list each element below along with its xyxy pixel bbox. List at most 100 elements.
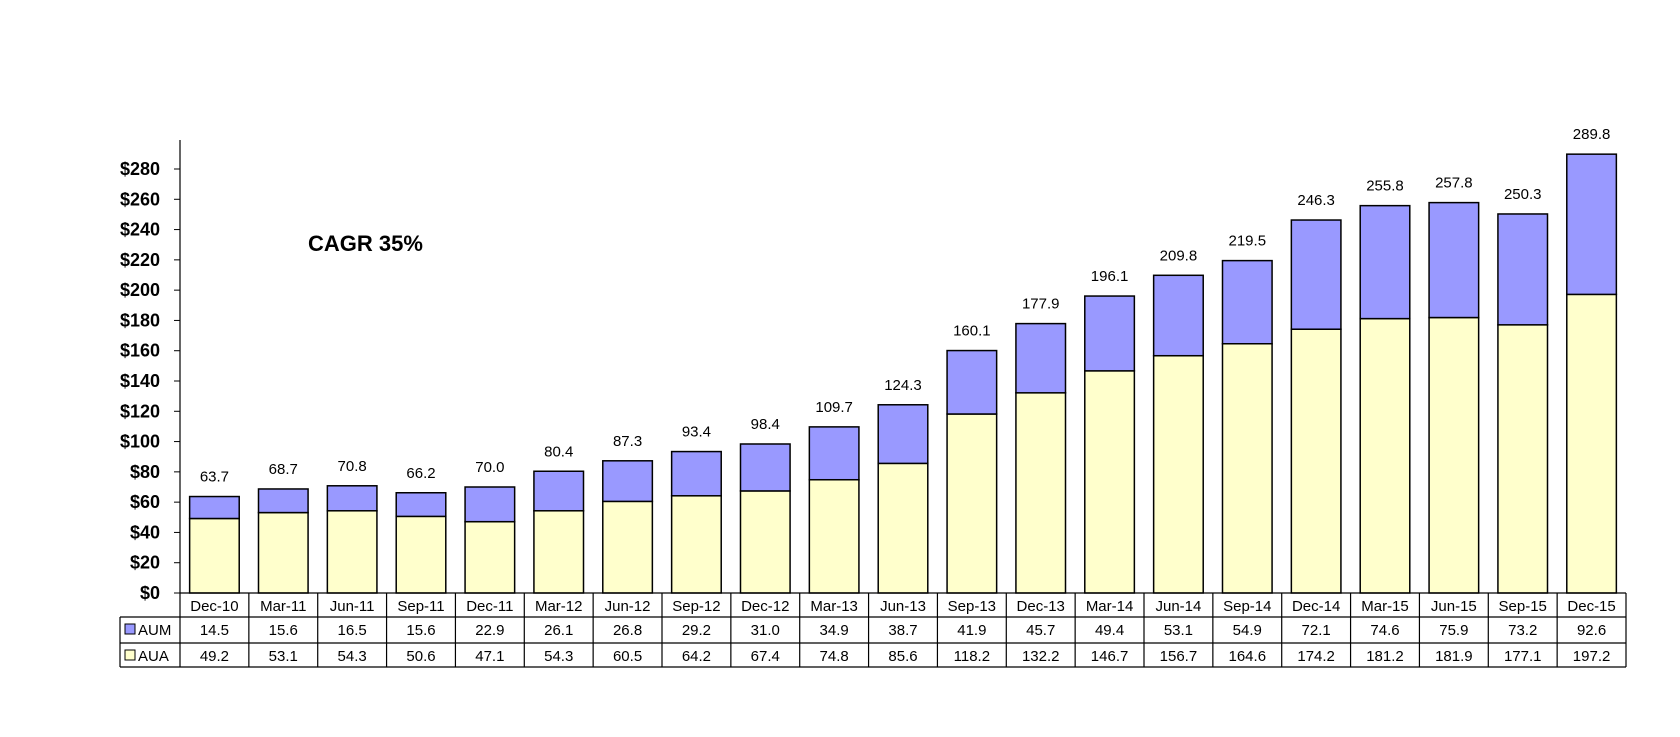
table-cell-aua: 146.7	[1091, 648, 1129, 665]
table-cell-aum: 15.6	[406, 622, 435, 639]
y-axis: $0 $20 $40 $60 $80 $100 $120 $140 $160 $180 $200 $2…	[120, 140, 181, 603]
table-cell-aua: 118.2	[954, 648, 990, 665]
y-tick-label: $280	[120, 159, 160, 179]
table-cell-aum: 75.9	[1439, 622, 1468, 639]
bar-total-label: 66.2	[406, 465, 435, 482]
bar-aua	[1428, 316, 1480, 594]
bar-aum	[326, 485, 378, 512]
y-tick-label: $160	[120, 341, 160, 361]
x-category-label: Mar-13	[810, 598, 858, 615]
table-cell-aua: 164.6	[1229, 648, 1267, 665]
bar-aua	[533, 510, 585, 594]
table-cell-aua: 54.3	[338, 648, 367, 665]
y-tick-label: $260	[120, 189, 160, 209]
bar-aua	[602, 500, 654, 594]
bar-aua	[1359, 317, 1411, 594]
bar-aum	[1359, 204, 1411, 320]
table-cell-aum: 26.1	[544, 622, 573, 639]
bar-aua	[1221, 342, 1273, 594]
table-cell-aua: 132.2	[1022, 648, 1060, 665]
table-cell-aum: 14.5	[200, 622, 229, 639]
bar-aua	[1290, 328, 1342, 594]
x-category-label: Mar-11	[260, 598, 306, 615]
bar-aum	[1221, 259, 1273, 345]
bar-aua	[326, 510, 378, 594]
bar-aua	[1497, 324, 1549, 594]
table-cell-aum: 41.9	[957, 622, 986, 639]
bar-total-label: 93.4	[682, 424, 711, 441]
cagr-annotation: CAGR 35%	[308, 231, 423, 256]
bar-aua	[670, 495, 722, 594]
y-tick-label: $200	[120, 280, 160, 300]
table-cell-aum: 73.2	[1508, 622, 1537, 639]
bar-total-label: 63.7	[200, 469, 229, 486]
y-tick-label: $0	[140, 583, 160, 603]
x-category-label: Dec-13	[1017, 598, 1065, 615]
bar-aua	[395, 515, 447, 594]
bar-aum	[877, 404, 929, 465]
x-category-label: Jun-11	[330, 598, 375, 615]
table-cell-aua: 181.2	[1366, 648, 1404, 665]
x-category-label: Jun-12	[605, 598, 651, 615]
data-table: Dec-10 Mar-11 Jun-11 Sep-11 Dec-11 Mar-12 Jun-…	[119, 592, 1627, 668]
y-tick-label: $140	[120, 371, 160, 391]
bar-total-label: 250.3	[1504, 186, 1542, 203]
table-cell-aum: 74.6	[1370, 622, 1399, 639]
bars	[188, 153, 1618, 594]
bar-total-label: 68.7	[269, 461, 298, 478]
table-cell-aum: 38.7	[888, 622, 917, 639]
table-cell-aum: 15.6	[269, 622, 298, 639]
legend-label-aum: AUM	[138, 622, 171, 639]
x-category-label: Dec-10	[190, 598, 238, 615]
bar-total-label: 70.0	[475, 459, 504, 476]
table-cell-aua: 49.2	[200, 648, 229, 665]
bar-total-label: 289.8	[1573, 126, 1611, 143]
bar-aum	[808, 426, 860, 481]
x-category-label: Sep-11	[397, 598, 444, 615]
bar-aua	[188, 517, 240, 594]
bar-aua	[464, 520, 516, 594]
table-cell-aum: 31.0	[751, 622, 780, 639]
bar-aum	[533, 470, 585, 512]
bar-aum	[395, 492, 447, 518]
table-cell-aua: 53.1	[269, 648, 298, 665]
table-cell-aum: 54.9	[1233, 622, 1262, 639]
bar-total-label: 98.4	[751, 416, 780, 433]
table-cell-aum: 26.8	[613, 622, 642, 639]
x-category-label: Sep-12	[672, 598, 720, 615]
bar-aua	[808, 478, 860, 594]
table-cell-aua: 67.4	[751, 648, 780, 665]
table-cell-aua: 177.1	[1504, 648, 1542, 665]
x-category-label: Dec-15	[1567, 598, 1615, 615]
y-tick-label: $220	[120, 250, 160, 270]
table-cell-aua: 174.2	[1297, 648, 1335, 665]
table-cell-aum: 22.9	[475, 622, 504, 639]
bar-aua	[257, 511, 309, 594]
legend-swatch-aum	[124, 623, 136, 635]
bar-aua	[739, 490, 791, 594]
table-cell-aum: 49.4	[1095, 622, 1124, 639]
table-cell-aua: 47.1	[475, 648, 504, 665]
bar-aum	[1290, 219, 1342, 330]
bar-aum	[1428, 201, 1480, 319]
x-category-label: Dec-12	[741, 598, 789, 615]
y-tick-label: $60	[130, 492, 160, 512]
x-category-label: Sep-15	[1499, 598, 1547, 615]
bar-aum	[946, 349, 998, 415]
bar-total-label: 160.1	[953, 323, 991, 340]
bar-aum	[670, 450, 722, 497]
bar-aum	[1497, 213, 1549, 326]
x-category-label: Sep-14	[1223, 598, 1271, 615]
bar-aum	[1566, 153, 1618, 296]
table-cell-aum: 72.1	[1302, 622, 1331, 639]
bar-aum	[1152, 274, 1204, 357]
table-cell-aum: 29.2	[682, 622, 711, 639]
total-labels: 63.7 68.7 70.8 66.2 70.0 80.4 87.3 93.4 98.4 109.…	[200, 126, 1611, 485]
bar-aum	[1084, 295, 1136, 372]
table-cell-aua: 74.8	[820, 648, 849, 665]
y-tick-label: $80	[130, 462, 160, 482]
table-cell-aua: 197.2	[1573, 648, 1611, 665]
bar-aum	[188, 495, 240, 520]
